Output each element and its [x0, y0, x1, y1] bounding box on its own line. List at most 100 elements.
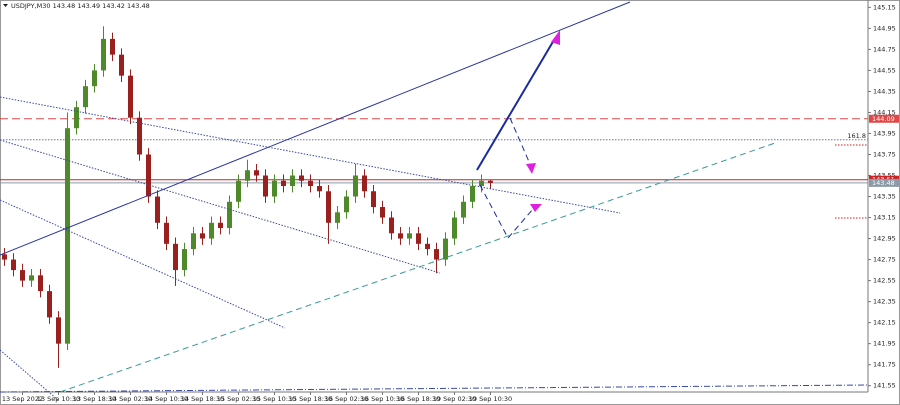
candle-body	[110, 38, 115, 55]
arrow-head	[526, 163, 536, 174]
x-tick-label: 16 Sep 02:30	[325, 395, 368, 403]
arrow-head	[551, 30, 560, 45]
y-tick-label: 143.35	[873, 193, 896, 201]
y-tick-label: 143.15	[873, 214, 896, 222]
candle-body	[335, 212, 340, 223]
candle-body	[38, 275, 43, 292]
candle-body	[20, 270, 25, 281]
candle-body	[173, 243, 178, 271]
candle-body	[470, 186, 475, 202]
candle-body	[128, 75, 133, 118]
y-tick-label: 145.15	[873, 3, 896, 11]
candle-body	[101, 38, 106, 71]
candle-body	[92, 70, 97, 87]
x-tick-label: 14 Sep 02:30	[109, 395, 152, 403]
y-tick-label: 143.95	[873, 129, 896, 137]
support-line	[59, 142, 776, 393]
x-tick-label: 13 Sep 10:30	[37, 395, 80, 403]
candle-body	[119, 54, 124, 76]
y-tick-label: 142.35	[873, 298, 896, 306]
y-tick-label: 143.75	[873, 150, 896, 158]
y-tick-label: 142.55	[873, 277, 896, 285]
candle-body	[236, 180, 241, 202]
candle-body	[146, 154, 151, 197]
candle-body	[263, 175, 268, 197]
candle-body	[29, 275, 34, 281]
marks	[0, 26, 868, 368]
candle-body	[2, 254, 7, 260]
y-tick-label: 143.55	[873, 172, 896, 180]
x-tick-label: 13 Sep 18:30	[73, 395, 116, 403]
candle-body	[155, 196, 160, 223]
candle-body	[380, 207, 385, 218]
candle-body	[47, 291, 52, 318]
candle-body	[326, 191, 331, 223]
y-tick-label: 144.35	[873, 87, 896, 95]
candle-body	[164, 222, 169, 244]
menu-icon[interactable]	[3, 4, 8, 7]
price-label: 144.09	[872, 115, 895, 123]
candle-body	[479, 180, 484, 187]
x-tick-label: 15 Sep 10:30	[253, 395, 296, 403]
candle-body	[389, 217, 394, 234]
y-tick-label: 142.75	[873, 256, 896, 264]
candle-body	[434, 249, 439, 260]
candle-body	[290, 175, 295, 187]
candle-body	[398, 233, 403, 239]
candle-body	[200, 233, 205, 239]
candle-body	[461, 201, 466, 218]
x-tick-label: 13 Sep 2022	[2, 395, 43, 403]
annotation: 161.8	[847, 132, 866, 140]
price-label-box	[869, 178, 899, 187]
candle-body	[344, 196, 349, 213]
candle-body	[65, 128, 70, 344]
candle-body	[362, 175, 367, 192]
candle-body	[11, 259, 16, 271]
candle-body	[218, 222, 223, 229]
trend-line	[0, 1, 631, 256]
candle-body	[425, 243, 430, 250]
x-tick-label: 14 Sep 18:30	[181, 395, 224, 403]
price-label-box	[869, 114, 899, 123]
candle-body	[407, 233, 412, 239]
y-tick-label: 141.55	[873, 382, 896, 390]
y-tick-label: 144.55	[873, 66, 896, 74]
candle-body	[416, 233, 421, 244]
channel-line	[0, 96, 621, 214]
forecast-arrow	[476, 39, 555, 171]
forecast-arrow	[479, 184, 534, 239]
x-tick-label: 14 Sep 10:30	[145, 395, 188, 403]
arrow-head	[530, 204, 542, 212]
x-tick-label: 15 Sep 18:30	[289, 395, 332, 403]
candle-body	[56, 317, 61, 344]
drawings	[0, 1, 869, 401]
candle-body	[254, 170, 259, 176]
candle-body	[83, 86, 88, 108]
candle-body	[191, 233, 196, 250]
candle-body	[227, 201, 232, 229]
y-tick-label: 144.75	[873, 45, 896, 53]
y-tick-label: 142.15	[873, 319, 896, 327]
candle-body	[182, 249, 187, 271]
candle-body	[299, 175, 304, 181]
candle-body	[137, 117, 142, 155]
price-label: 143.48	[872, 179, 895, 187]
candle-body	[488, 180, 493, 183]
base-line	[0, 384, 869, 393]
channel-line	[0, 199, 286, 329]
forecast-arrow	[509, 117, 531, 165]
y-tick-label: 141.95	[873, 340, 896, 348]
candle-body	[74, 107, 79, 129]
candle-body	[353, 175, 358, 197]
candle-body	[317, 186, 322, 192]
candle-body	[209, 222, 214, 239]
y-tick-label: 141.75	[873, 361, 896, 369]
y-tick-label: 144.15	[873, 108, 896, 116]
y-tick-label: 144.95	[873, 24, 896, 32]
candle-body	[371, 191, 376, 208]
x-tick-label: 19 Sep 10:30	[469, 395, 512, 403]
x-tick-label: 15 Sep 02:30	[217, 395, 260, 403]
